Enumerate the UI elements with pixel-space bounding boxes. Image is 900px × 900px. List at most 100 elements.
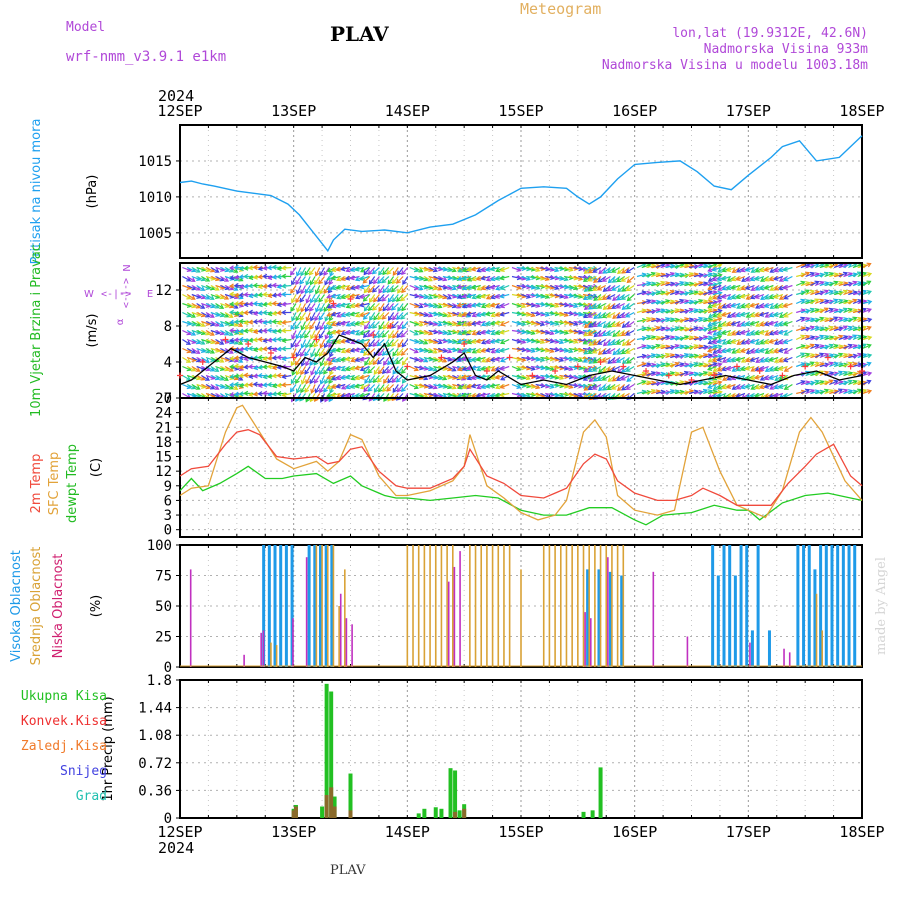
wind-barb [409, 320, 419, 326]
wind-barb-head [480, 348, 486, 353]
wind-barb-head [842, 271, 849, 277]
wind-barb [795, 299, 805, 305]
wind-barb-head [764, 357, 770, 363]
wind-barb [674, 263, 684, 269]
wind-barb [418, 338, 428, 345]
wind-barb-head [214, 286, 220, 291]
wind-barb-head [238, 284, 244, 290]
wind-barb-head [457, 384, 463, 390]
wind-barb [355, 266, 365, 271]
wind-barb [848, 273, 858, 278]
wind-barb [205, 338, 215, 344]
wind-barb-head [271, 373, 277, 379]
wind-barb-head [309, 288, 314, 294]
wind-barb-head [451, 366, 457, 372]
wind-barb-head [764, 313, 770, 318]
wind-barb [568, 284, 578, 290]
wind-barb [693, 299, 703, 305]
wind-barb [549, 293, 559, 298]
wind-barb-head [238, 382, 244, 389]
wind-barb [707, 273, 717, 278]
wind-barb [665, 318, 675, 323]
wind-barb-head [809, 343, 815, 349]
wind-barb [588, 285, 597, 292]
wind-barb [707, 380, 717, 386]
wind-barb-head [754, 294, 760, 299]
wind-barb [563, 320, 573, 325]
wind-barb [447, 392, 457, 397]
wind-barb-head [754, 384, 760, 390]
wind-barb-head [300, 325, 306, 331]
wind-barb-head [535, 384, 541, 390]
wind-barb-head [768, 312, 775, 318]
wind-barb-head [396, 315, 402, 321]
wind-barb [641, 317, 651, 323]
wind-barb-head [281, 382, 287, 388]
wind-barb [511, 374, 521, 379]
wind-barb [655, 380, 665, 386]
wind-barb-head [736, 322, 742, 327]
wind-barb-head [499, 366, 505, 371]
wind-barb [535, 311, 545, 316]
wind-barb-head [310, 370, 315, 376]
wind-barb [651, 273, 660, 278]
wind-barb-head [782, 285, 788, 290]
wind-barb-head [554, 303, 560, 308]
wind-barb-head [461, 366, 467, 371]
wind-barb [698, 264, 708, 269]
wind-barb-head [345, 303, 351, 309]
wind-barb [568, 320, 578, 326]
wind-barb-head [243, 328, 249, 334]
wind-barb-head [494, 356, 500, 362]
wind-barb [641, 282, 651, 287]
wind-barb [457, 338, 467, 343]
wind-barb-head [319, 397, 325, 403]
wind-barb-head [262, 364, 268, 370]
wind-barb [495, 392, 505, 397]
wind-barb-head [350, 375, 356, 381]
wind-barb [703, 372, 713, 377]
wind-barb [350, 311, 360, 316]
wind-barb [559, 338, 569, 342]
wind-barb-head [363, 324, 369, 330]
wind-barb [626, 347, 635, 354]
wind-barb [622, 303, 630, 310]
wind-barb [418, 311, 428, 317]
wind-barb [679, 318, 689, 323]
wind-barb [612, 276, 621, 283]
wind-barb-head [205, 277, 211, 282]
wind-barb [703, 390, 713, 395]
elevation-label: Nadmorska Visina 933m [703, 42, 868, 57]
wind-barb [824, 344, 833, 350]
wind-barb [760, 365, 769, 371]
wind-barb [588, 275, 597, 282]
wind-barb-head [461, 356, 467, 362]
wind-barb-head [588, 323, 594, 328]
wind-barb [423, 347, 433, 353]
wind-barb [409, 347, 419, 353]
wind-barb-head [530, 330, 536, 335]
wind-barb-head [824, 370, 830, 376]
wind-barb [511, 284, 521, 289]
wind-barb [838, 335, 848, 341]
wind-barb-head [276, 302, 282, 308]
wind-barb-head [328, 316, 334, 322]
wind-barb [401, 339, 409, 348]
wind-barb [387, 303, 395, 311]
wind-barb-head [456, 338, 462, 344]
wind-barb [418, 293, 428, 299]
wind-barb-head [300, 271, 305, 277]
wind-barb-head [451, 285, 457, 291]
wind-barb-head [866, 379, 872, 385]
wind-barb [182, 266, 192, 272]
wind-barb [295, 357, 302, 366]
wind-barb [764, 383, 774, 388]
wind-barb [224, 293, 234, 298]
wind-barb [674, 345, 684, 350]
wind-barb-head [499, 392, 505, 398]
wind-barb-head [359, 294, 365, 299]
wind-barb-head [476, 366, 482, 372]
wind-barb-head [295, 388, 301, 394]
wind-barb [447, 383, 456, 389]
wind-barb [442, 383, 452, 389]
